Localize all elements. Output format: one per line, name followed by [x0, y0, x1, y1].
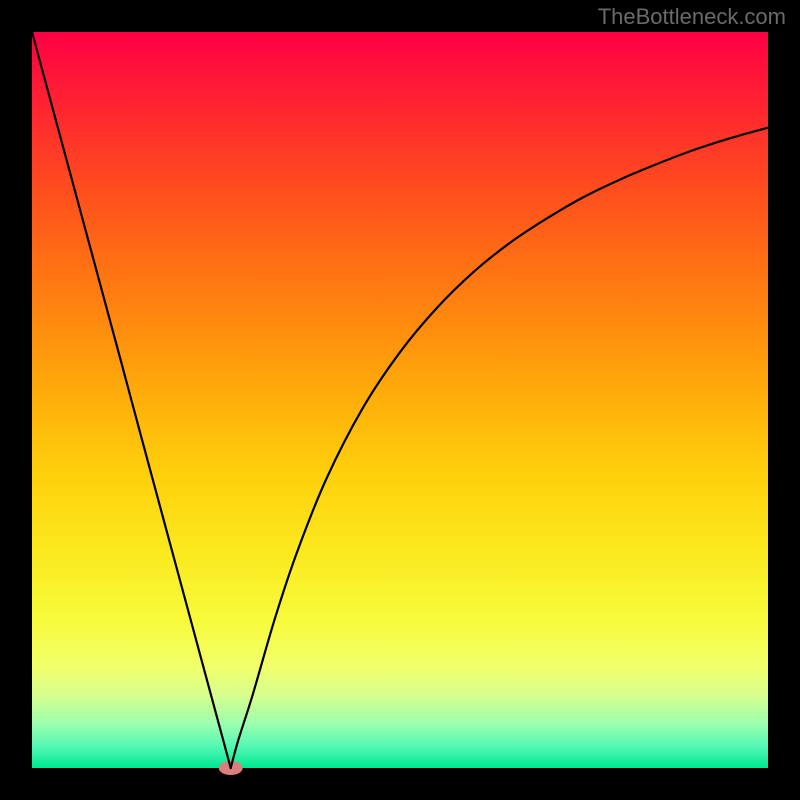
chart-background: [32, 32, 768, 768]
chart-container: TheBottleneck.com: [0, 0, 800, 800]
bottleneck-chart: [0, 0, 800, 800]
watermark-text: TheBottleneck.com: [598, 4, 786, 30]
